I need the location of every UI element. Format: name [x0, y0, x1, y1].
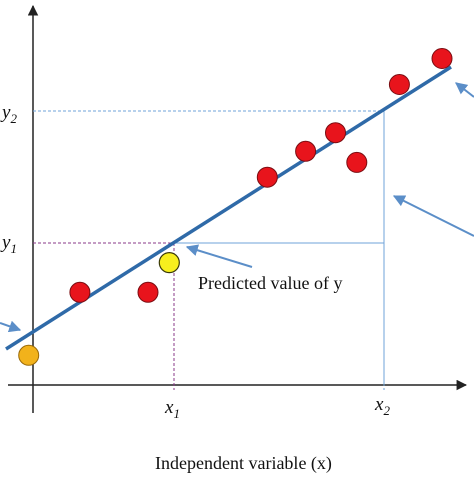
annotation-arrows: [0, 82, 474, 333]
y2-label: y2: [0, 102, 17, 126]
x2-label-text: x: [374, 394, 384, 415]
data-points: [69, 48, 453, 303]
error-arrow: [392, 195, 474, 237]
data-point-4: [295, 140, 317, 162]
data-point-6: [346, 151, 368, 173]
x1-label: x1: [164, 397, 180, 421]
intercept-arrow: [0, 320, 22, 333]
data-point-7: [388, 74, 410, 95]
y2-label-sub: 2: [10, 111, 17, 126]
x2-label: x2: [374, 394, 390, 418]
predicted-value-label: Predicted value of y: [198, 273, 342, 293]
data-point-2: [137, 281, 159, 303]
data-point-3: [256, 166, 278, 188]
predicted-point: [158, 252, 180, 274]
x2-label-sub: 2: [383, 403, 390, 418]
predicted-arrow: [185, 244, 253, 268]
x-axis-title: Independent variable (x): [155, 453, 332, 474]
data-point-5: [325, 122, 346, 144]
data-point-1: [69, 281, 91, 303]
intercept-point: [18, 344, 40, 366]
slope-arrow: [455, 82, 474, 98]
y1-label-text: y: [0, 232, 11, 253]
data-point-8: [431, 48, 453, 69]
y1-label-sub: 1: [10, 241, 17, 256]
y2-label-text: y: [0, 102, 11, 123]
guide-lines: [33, 110, 385, 390]
x1-label-sub: 1: [173, 406, 180, 421]
x1-label-text: x: [164, 397, 174, 418]
y1-label: y1: [0, 232, 17, 256]
